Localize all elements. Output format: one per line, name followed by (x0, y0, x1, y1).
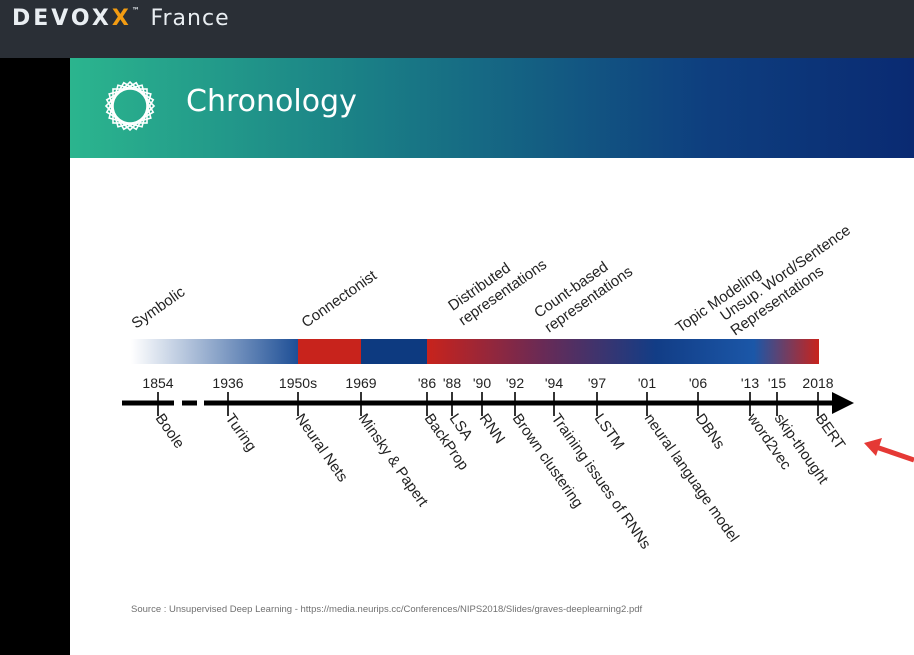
band-connectionist-blue (361, 339, 427, 364)
era-label: Connectonist (299, 267, 381, 332)
slide-header: Chronology (70, 58, 914, 158)
year-label: 2018 (802, 375, 833, 391)
year-label: 1854 (142, 375, 173, 391)
slide: Chronology (70, 58, 914, 655)
band-symbolic (131, 339, 298, 364)
event-label: RNN (476, 411, 509, 447)
year-label: '06 (689, 375, 707, 391)
era-label-line1: Connectonist (299, 267, 381, 332)
era-color-band (131, 339, 819, 364)
event-label: neural language model (641, 411, 742, 546)
year-label: 1969 (345, 375, 376, 391)
band-distributed (427, 339, 754, 364)
event-labels: Boole Turing Neural Nets Minsky & PapertBac… (152, 410, 849, 553)
year-label: '90 (473, 375, 491, 391)
year-label: '94 (545, 375, 563, 391)
year-label: '15 (768, 375, 786, 391)
era-labels: Symbolic Connectonist Distributedrepresent… (129, 222, 854, 339)
devoxx-france-logo: DEVOXX™ France (12, 6, 230, 31)
slide-title: Chronology (186, 84, 357, 119)
year-label: '86 (418, 375, 436, 391)
year-label: '01 (638, 375, 656, 391)
pointer-arrow-icon (864, 438, 914, 463)
axis-arrowhead (832, 392, 854, 414)
timeline-diagram: 1854 1936 1950s 1969 '86 '88 '90 '92 '94 '97 '01 '0… (122, 222, 914, 553)
year-labels: 1854 1936 1950s 1969 '86 '88 '90 '92 '94 '97 '01 '0… (142, 375, 833, 391)
video-top-bar: DEVOXX™ France (0, 0, 914, 58)
event-label: DBNs (692, 411, 728, 453)
event-label: Minsky & Papert (355, 411, 432, 511)
source-citation: Source : Unsupervised Deep Learning - ht… (131, 604, 643, 615)
year-label: '97 (588, 375, 606, 391)
squares-logo-icon (104, 80, 156, 132)
year-label: '13 (741, 375, 759, 391)
band-connectionist-red (298, 339, 361, 364)
year-label: 1950s (279, 375, 317, 391)
timeline-axis (122, 392, 854, 414)
band-modern (754, 339, 819, 364)
event-label: Turing (222, 411, 260, 455)
year-label: 1936 (212, 375, 243, 391)
event-label: Brown clustering (509, 411, 587, 512)
year-label: '88 (443, 375, 461, 391)
era-label: Symbolic (129, 283, 189, 332)
era-label-line1: Symbolic (129, 283, 189, 332)
event-label: Neural Nets (292, 411, 351, 486)
year-label: '92 (506, 375, 524, 391)
event-label: BERT (812, 411, 849, 453)
event-label: Boole (152, 411, 188, 452)
event-label: LSTM (591, 411, 628, 454)
era-label-line1: Unsup. Word/Sentence (717, 222, 854, 325)
year-ticks (157, 392, 819, 416)
